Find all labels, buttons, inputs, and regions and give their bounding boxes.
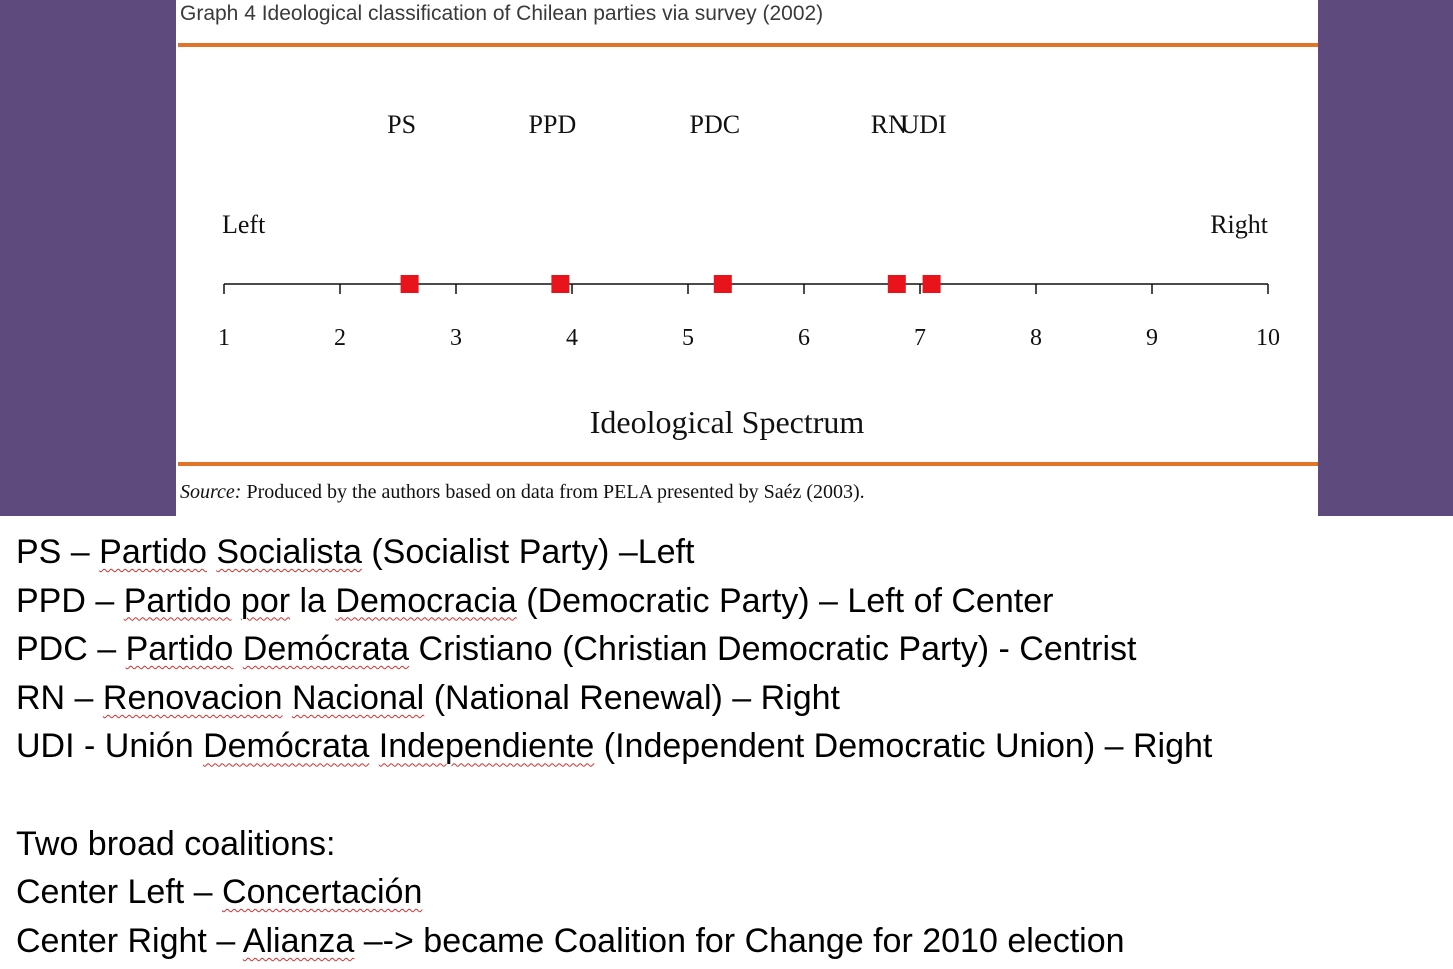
source-label: Source: — [180, 481, 242, 503]
note-text: –-> became Coalition for Change for 2010… — [354, 921, 1125, 960]
spellcheck-word: Concertación — [222, 873, 423, 912]
spellcheck-word: Partido — [99, 533, 207, 571]
note-line: PS – Partido Socialista (Socialist Party… — [16, 528, 1436, 577]
note-text — [369, 727, 378, 765]
source-text: Produced by the authors based on data fr… — [246, 481, 865, 503]
spellcheck-word: Demócrata — [203, 727, 370, 766]
note-text: PDC – — [16, 630, 126, 669]
blank-line — [16, 771, 1436, 820]
party-label-ppd: PPD — [529, 110, 577, 139]
figure-panel: Graph 4 Ideological classification of Ch… — [176, 0, 1318, 516]
note-text: Two broad coalitions: — [16, 824, 336, 863]
spellcheck-word: Democracia — [335, 581, 517, 620]
party-label-udi: UDI — [900, 110, 946, 139]
note-text: PS – — [16, 533, 100, 571]
note-text — [231, 582, 240, 620]
tick-label: 7 — [914, 325, 926, 351]
note-text: Center Left – — [16, 873, 223, 912]
tick-label: 2 — [334, 325, 346, 351]
marker-ps — [400, 275, 419, 293]
note-text: UDI - Unión — [16, 727, 204, 766]
note-line: Two broad coalitions: — [16, 820, 1436, 869]
tick-label: 6 — [798, 325, 810, 351]
note-text: la — [290, 581, 336, 620]
note-line: RN – Renovacion Nacional (National Renew… — [16, 674, 1436, 723]
spellcheck-word: Nacional — [291, 678, 425, 717]
note-text: RN – — [16, 678, 103, 717]
note-text — [207, 533, 216, 571]
marker-pdc — [713, 275, 732, 293]
top-rule — [178, 43, 1318, 47]
axis-title: Ideological Spectrum — [590, 404, 865, 440]
bottom-rule — [178, 462, 1318, 466]
source-note: Source: Produced by the authors based on… — [180, 481, 865, 504]
note-line: UDI - Unión Demócrata Independiente (Ind… — [16, 722, 1436, 771]
tick-label: 1 — [218, 325, 230, 351]
note-text — [233, 630, 242, 668]
party-notes: PS – Partido Socialista (Socialist Party… — [16, 528, 1436, 965]
marker-udi — [922, 275, 941, 293]
note-text: PPD – — [16, 581, 124, 620]
tick-label: 10 — [1256, 325, 1280, 351]
spellcheck-word: Independiente — [378, 727, 595, 766]
note-text: Center Right – — [16, 921, 243, 960]
tick-label: 4 — [566, 325, 578, 351]
note-text: (Independent Democratic Union) – Right — [594, 727, 1213, 766]
marker-rn — [887, 275, 906, 293]
spellcheck-word: por — [240, 581, 291, 620]
party-label-rn: RN — [871, 110, 907, 139]
spellcheck-word: Partido — [125, 630, 234, 669]
note-text: Cristiano (Christian Democratic Party) -… — [409, 630, 1137, 669]
note-line: PDC – Partido Demócrata Cristiano (Chris… — [16, 625, 1436, 674]
graph-title: Graph 4 Ideological classification of Ch… — [180, 2, 824, 25]
marker-ppd — [551, 275, 570, 293]
spellcheck-word: Renovacion — [102, 678, 283, 717]
spellcheck-word: Demócrata — [242, 630, 410, 669]
note-text: (National Renewal) – Right — [424, 678, 841, 717]
tick-label: 5 — [682, 325, 694, 351]
tick-label: 3 — [450, 325, 462, 351]
note-line: Center Right – Alianza –-> became Coalit… — [16, 917, 1436, 966]
party-label-pdc: PDC — [690, 110, 741, 139]
note-line: PPD – Partido por la Democracia (Democra… — [16, 577, 1436, 626]
note-text — [282, 679, 291, 717]
spellcheck-word: Socialista — [216, 533, 362, 571]
end-label-right: Right — [1210, 210, 1269, 239]
spellcheck-word: Partido — [123, 581, 232, 620]
note-text: (Socialist Party) –Left — [361, 533, 695, 571]
note-text: (Democratic Party) – Left of Center — [516, 581, 1054, 620]
spellcheck-word: Alianza — [242, 921, 355, 960]
tick-label: 8 — [1030, 325, 1042, 351]
end-label-left: Left — [222, 210, 266, 239]
tick-label: 9 — [1146, 325, 1158, 351]
party-label-ps: PS — [387, 110, 416, 139]
note-line: Center Left – Concertación — [16, 868, 1436, 917]
